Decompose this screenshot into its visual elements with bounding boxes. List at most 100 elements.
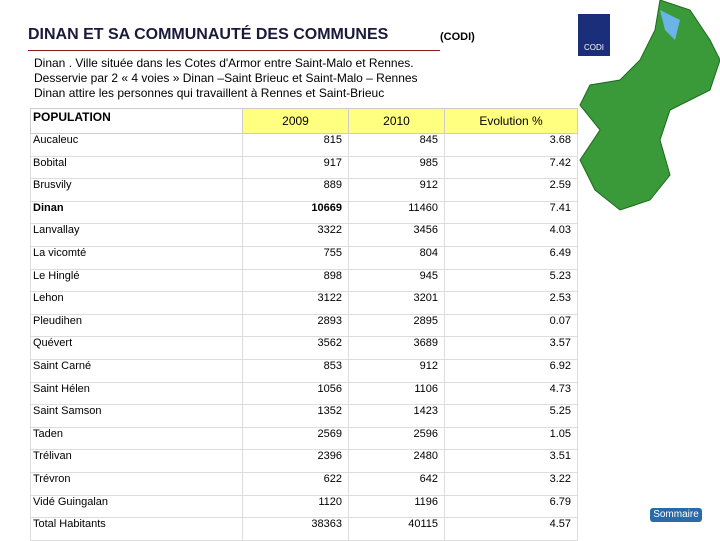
table-row: Quévert 3562 3689 3.57 (30, 336, 578, 360)
row-label: Bobital (30, 155, 243, 180)
table-cell: 5.25 (444, 404, 578, 428)
table-cell: 38363 (242, 517, 349, 541)
map-shape (579, 0, 720, 211)
description-line: Dinan attire les personnes qui travaille… (34, 86, 385, 100)
table-cell: 755 (242, 245, 349, 270)
table-row: Le Hinglé 898 945 5.23 (30, 268, 578, 293)
table-cell: 815 (242, 133, 349, 157)
table-header: Evolution % (444, 108, 578, 134)
table-row: Taden 2569 2596 1.05 (30, 426, 578, 451)
table-cell: 2596 (348, 426, 445, 451)
table-cell: 917 (242, 155, 349, 180)
table-header: POPULATION (30, 108, 243, 134)
table-cell: 7.42 (444, 155, 578, 180)
table-cell: 6.49 (444, 245, 578, 270)
table-row: Aucaleuc 815 845 3.68 (30, 133, 578, 157)
table-row: Bobital 917 985 7.42 (30, 155, 578, 180)
table-cell: 7.41 (444, 200, 578, 225)
row-label: La vicomté (30, 245, 243, 270)
title-rule (28, 50, 440, 51)
table-cell: 2480 (348, 449, 445, 473)
table-cell: 6.79 (444, 494, 578, 519)
row-label: Saint Samson (30, 404, 243, 428)
table-row: Dinan 10669 11460 7.41 (30, 200, 578, 225)
description-line: Desservie par 2 « 4 voies » Dinan –Saint… (34, 71, 418, 85)
table-header: 2009 (242, 108, 349, 134)
table-cell: 3689 (348, 336, 445, 360)
table-cell: 3.22 (444, 471, 578, 496)
table-cell: 853 (242, 358, 349, 383)
table-cell: 4.73 (444, 381, 578, 406)
table-cell: 898 (242, 268, 349, 293)
row-label: Lehon (30, 291, 243, 315)
row-label: Pleudihen (30, 313, 243, 338)
table-header: 2010 (348, 108, 445, 134)
table-cell: 804 (348, 245, 445, 270)
table-cell: 1106 (348, 381, 445, 406)
table-cell: 945 (348, 268, 445, 293)
logo-label: CODI (584, 43, 604, 52)
row-label: Dinan (30, 200, 243, 225)
table-row: Vidé Guingalan 1120 1196 6.79 (30, 494, 578, 519)
row-label: Trélivan (30, 449, 243, 473)
table-cell: 912 (348, 178, 445, 202)
row-label: Brusvily (30, 178, 243, 202)
row-label: Le Hinglé (30, 268, 243, 293)
table-cell: 2569 (242, 426, 349, 451)
title: DINAN ET SA COMMUNAUTÉ DES COMMUNES (28, 26, 389, 43)
table-cell: 642 (348, 471, 445, 496)
table-cell: 5.23 (444, 268, 578, 293)
table-cell: 2895 (348, 313, 445, 338)
table-row: Saint Carné 853 912 6.92 (30, 358, 578, 383)
table-cell: 1423 (348, 404, 445, 428)
row-label: Quévert (30, 336, 243, 360)
logo (578, 14, 610, 56)
table-row: Pleudihen 2893 2895 0.07 (30, 313, 578, 338)
row-label: Saint Carné (30, 358, 243, 383)
table-cell: 889 (242, 178, 349, 202)
table-cell: 1.05 (444, 426, 578, 451)
table-cell: 2.53 (444, 291, 578, 315)
table-body: Aucaleuc 815 845 3.68 Bobital 917 985 7.42 Brusv… (30, 133, 578, 541)
table-cell: 0.07 (444, 313, 578, 338)
table-cell: 845 (348, 133, 445, 157)
table-cell: 6.92 (444, 358, 578, 383)
table-row: Saint Hélen 1056 1106 4.73 (30, 381, 578, 406)
table-cell: 1352 (242, 404, 349, 428)
table-cell: 1196 (348, 494, 445, 519)
table-cell: 40115 (348, 517, 445, 541)
table-row: Saint Samson 1352 1423 5.25 (30, 404, 578, 428)
table-cell: 3122 (242, 291, 349, 315)
title-tag: (CODI) (440, 31, 475, 43)
table-cell: 912 (348, 358, 445, 383)
table-cell: 3.68 (444, 133, 578, 157)
table-cell: 11460 (348, 200, 445, 225)
table-cell: 1056 (242, 381, 349, 406)
table-row: Brusvily 889 912 2.59 (30, 178, 578, 202)
table-cell: 622 (242, 471, 349, 496)
sommaire-button[interactable]: Sommaire (650, 508, 702, 522)
description-line: Dinan . Ville située dans les Cotes d'Ar… (34, 56, 414, 70)
description: Dinan . Ville située dans les Cotes d'Ar… (34, 56, 418, 101)
table-row: Lanvallay 3322 3456 4.03 (30, 223, 578, 247)
row-label: Aucaleuc (30, 133, 243, 157)
table-cell: 3.57 (444, 336, 578, 360)
map-water (660, 10, 680, 40)
table-cell: 2893 (242, 313, 349, 338)
table-cell: 4.57 (444, 517, 578, 541)
table-cell: 4.03 (444, 223, 578, 247)
table-row: Lehon 3122 3201 2.53 (30, 291, 578, 315)
row-label: Trévron (30, 471, 243, 496)
table-cell: 3562 (242, 336, 349, 360)
table-cell: 3.51 (444, 449, 578, 473)
table-row: Trélivan 2396 2480 3.51 (30, 449, 578, 473)
table-row: La vicomté 755 804 6.49 (30, 245, 578, 270)
row-label: Taden (30, 426, 243, 451)
table-cell: 10669 (242, 200, 349, 225)
table-row: Total Habitants 38363 40115 4.57 (30, 517, 578, 541)
row-label: Saint Hélen (30, 381, 243, 406)
row-label: Lanvallay (30, 223, 243, 247)
map: CODI (578, 0, 720, 211)
table-cell: 3201 (348, 291, 445, 315)
